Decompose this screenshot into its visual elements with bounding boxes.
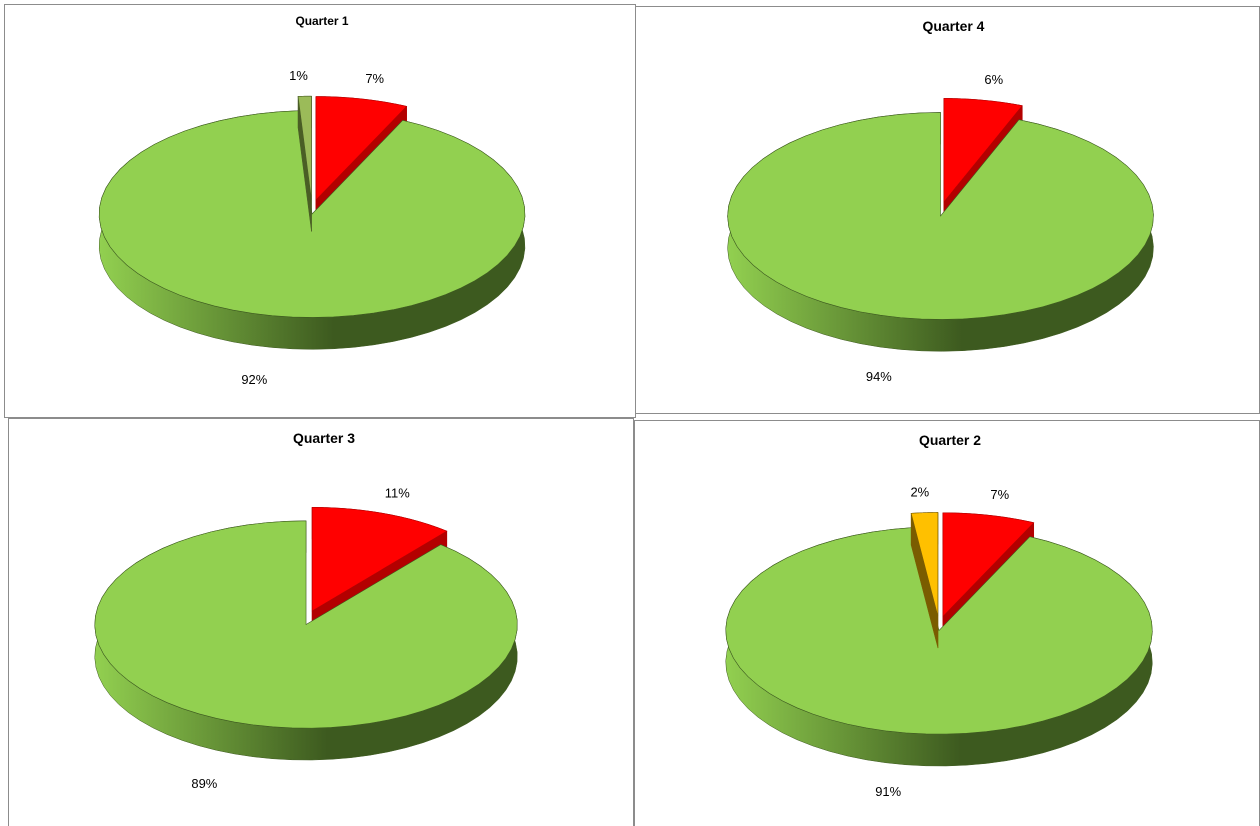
pie-chart-quarter-3: Quarter 3 11% 89% (94, 430, 518, 791)
chart-panel-quarter-1: Quarter 1 7% 92% 1% (4, 4, 636, 418)
pie-chart-quarter-2: Quarter 2 7% 91% 2% (725, 432, 1153, 799)
data-label-1: 91% (875, 784, 901, 799)
data-label-0: 7% (990, 487, 1009, 502)
pie-slice-1 (725, 527, 1153, 767)
pie-slice-2 (910, 512, 939, 649)
chart-panel-quarter-4: Quarter 4 6% 94% (636, 6, 1260, 414)
data-label-0: 6% (984, 72, 1003, 87)
data-label-1: 94% (866, 369, 892, 384)
data-label-0: 11% (385, 486, 410, 501)
chart-panel-quarter-2: Quarter 2 7% 91% 2% (634, 420, 1260, 826)
pie-slice-1 (94, 520, 518, 761)
chart-title: Quarter 1 (295, 14, 348, 28)
chart-title: Quarter 4 (923, 18, 985, 34)
data-label-1: 92% (241, 372, 267, 387)
pie-slice-2 (297, 95, 312, 232)
data-label-2: 2% (910, 484, 929, 499)
data-label-0: 7% (365, 71, 384, 86)
pie-chart-quarter-4: Quarter 4 6% 94% (727, 18, 1154, 384)
chart-title: Quarter 3 (293, 430, 355, 446)
pie-chart-quarter-1: Quarter 1 7% 92% 1% (98, 14, 526, 387)
data-label-1: 89% (191, 776, 217, 791)
pie-slice-1 (727, 112, 1154, 352)
pie-slice-1 (98, 110, 526, 350)
chart-panel-quarter-3: Quarter 3 11% 89% (8, 418, 634, 826)
chart-title: Quarter 2 (919, 432, 981, 448)
data-label-2: 1% (289, 68, 308, 83)
